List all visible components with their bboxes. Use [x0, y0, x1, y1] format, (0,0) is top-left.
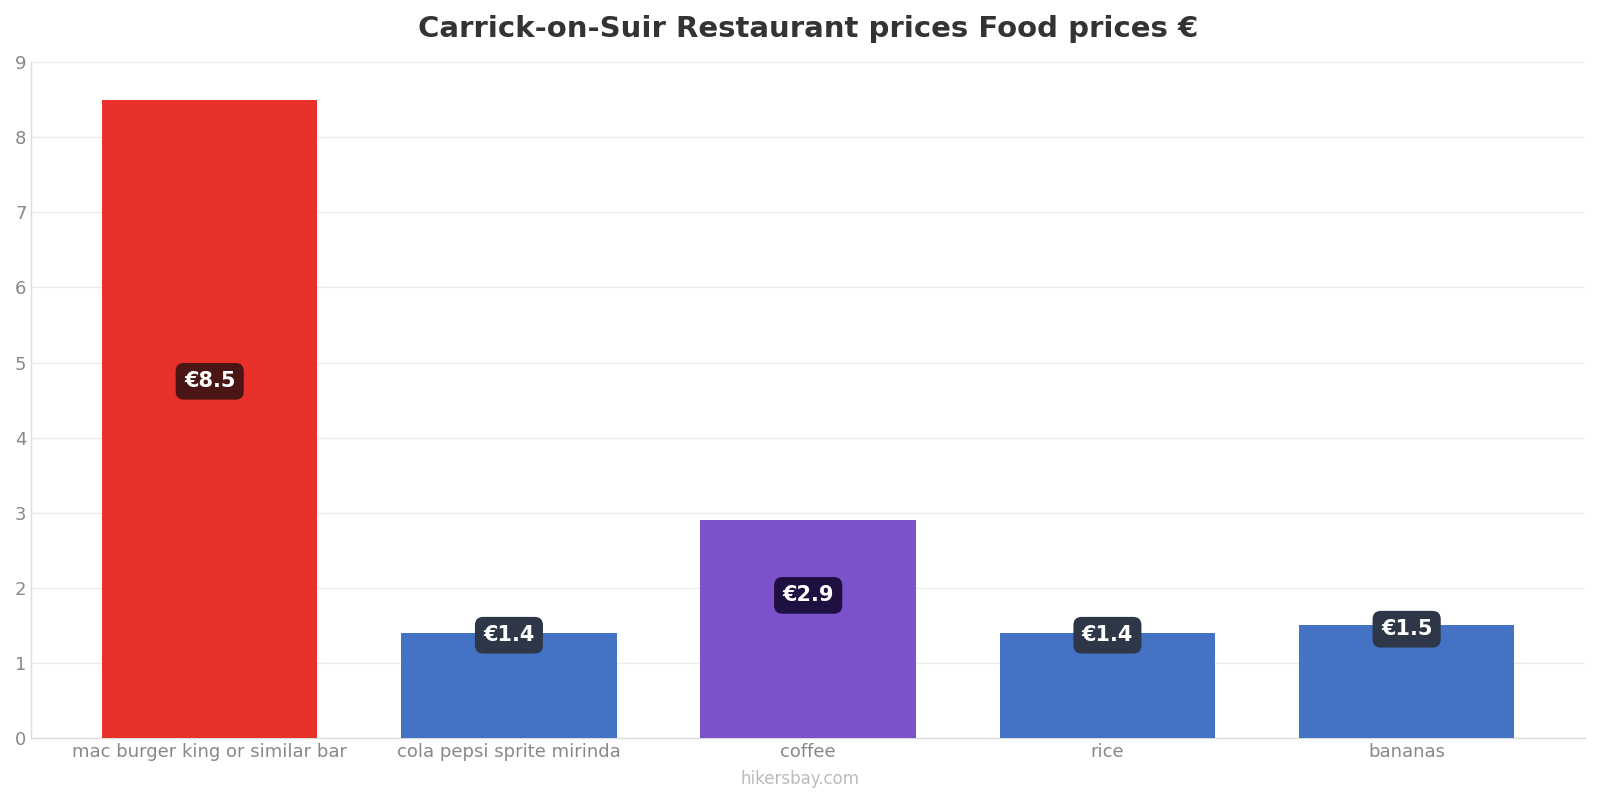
Text: €1.5: €1.5 [1381, 619, 1432, 639]
Bar [1299, 626, 1514, 738]
Bar [701, 520, 915, 738]
Text: €8.5: €8.5 [184, 371, 235, 391]
Text: €2.9: €2.9 [782, 586, 834, 606]
Text: €1.4: €1.4 [1082, 626, 1133, 646]
Title: Carrick-on-Suir Restaurant prices Food prices €: Carrick-on-Suir Restaurant prices Food p… [418, 15, 1198, 43]
Text: hikersbay.com: hikersbay.com [741, 770, 859, 788]
Bar [1000, 633, 1214, 738]
Text: €1.4: €1.4 [483, 626, 534, 646]
Bar [402, 633, 616, 738]
Bar [102, 99, 317, 738]
